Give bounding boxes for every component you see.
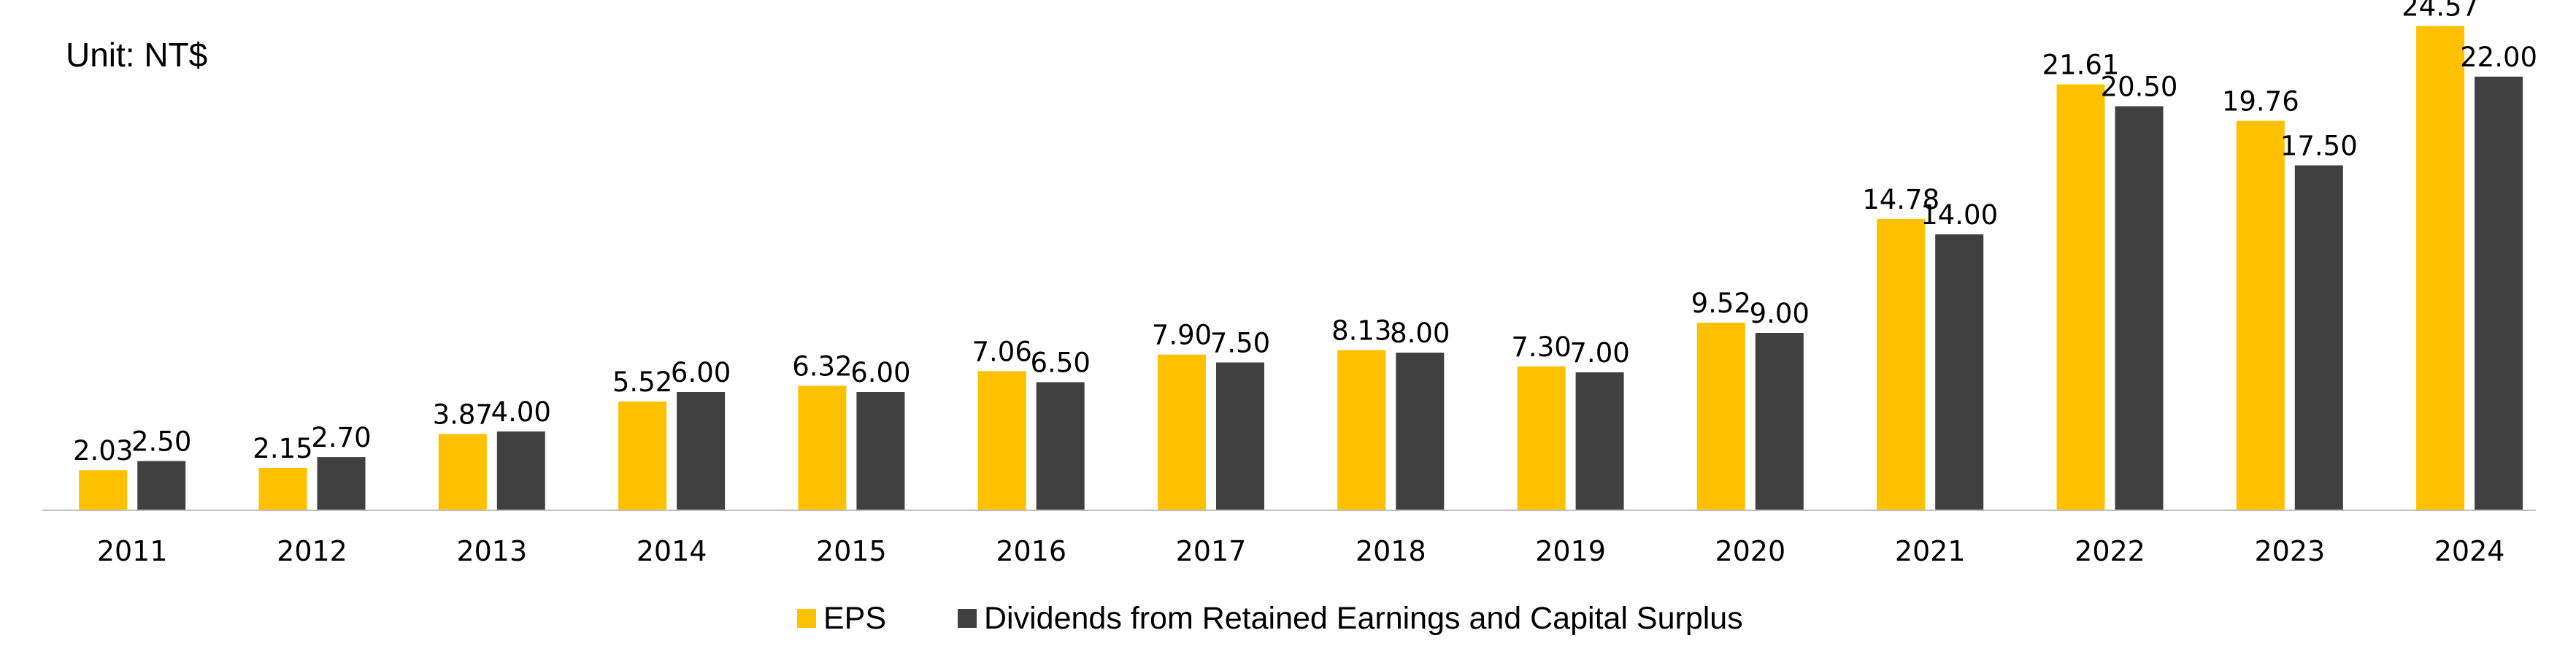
data-label-eps-2020: 9.52 <box>1691 288 1751 319</box>
x-tick-2016: 2016 <box>996 535 1066 567</box>
data-label-dividend-2019: 7.00 <box>1569 337 1629 369</box>
x-tick-2014: 2014 <box>637 535 707 567</box>
unit-label: Unit: NT$ <box>66 36 207 74</box>
bar-dividend-2024 <box>2475 77 2523 510</box>
bar-dividend-2021 <box>1935 234 1984 510</box>
bars-layer <box>79 26 2523 511</box>
bar-eps-2021 <box>1877 218 1926 510</box>
legend-label-dividends: Dividends from Retained Earnings and Cap… <box>984 601 1743 636</box>
data-label-eps-2024: 24.57 <box>2402 0 2479 23</box>
data-label-dividend-2011: 2.50 <box>131 426 191 458</box>
bar-eps-2015 <box>798 385 847 510</box>
bar-dividend-2020 <box>1755 333 1804 510</box>
bar-dividend-2013 <box>496 431 545 510</box>
bar-eps-2022 <box>2056 84 2105 510</box>
data-label-dividend-2023: 17.50 <box>2280 131 2358 162</box>
data-label-dividend-2022: 20.50 <box>2101 72 2178 103</box>
bar-dividend-2022 <box>2115 106 2164 510</box>
x-tick-2023: 2023 <box>2254 535 2325 567</box>
bar-eps-2020 <box>1696 323 1745 510</box>
legend: EPS Dividends from Retained Earnings and … <box>797 601 1743 636</box>
bar-eps-2024 <box>2416 26 2465 511</box>
bar-dividend-2014 <box>677 392 726 510</box>
bar-eps-2017 <box>1158 354 1206 510</box>
data-label-dividend-2015: 6.00 <box>850 357 910 388</box>
bar-eps-2018 <box>1337 350 1386 510</box>
data-label-eps-2012: 2.15 <box>253 433 312 464</box>
data-label-eps-2022: 21.61 <box>2042 50 2120 81</box>
x-tick-2024: 2024 <box>2434 535 2505 567</box>
data-label-eps-2021: 14.78 <box>1862 184 1939 215</box>
data-label-dividend-2018: 8.00 <box>1390 318 1450 349</box>
data-label-eps-2016: 7.06 <box>972 336 1032 367</box>
x-tick-2012: 2012 <box>277 535 347 567</box>
bar-dividend-2019 <box>1575 372 1624 510</box>
bar-dividend-2015 <box>856 392 905 510</box>
x-tick-2022: 2022 <box>2075 535 2145 567</box>
bar-dividend-2011 <box>137 461 186 510</box>
x-tick-2013: 2013 <box>456 535 527 567</box>
bar-dividend-2023 <box>2294 165 2343 510</box>
legend-swatch-dividends <box>958 609 977 628</box>
legend-label-eps: EPS <box>823 601 886 636</box>
data-label-eps-2023: 19.76 <box>2222 86 2299 118</box>
x-tick-2015: 2015 <box>816 535 887 567</box>
data-labels-layer: 2.032.50 2.152.703.874.005.526.00 6.326.00… <box>73 0 2537 467</box>
x-tick-2017: 2017 <box>1176 535 1247 567</box>
x-tick-labels: 2011 2012 2013 2014 2015 2016 2017 2018 2019 2020… <box>97 535 2505 567</box>
legend-swatch-eps <box>797 609 816 628</box>
bar-dividend-2012 <box>317 457 366 510</box>
data-label-eps-2014: 5.52 <box>612 366 672 398</box>
data-label-dividend-2017: 7.50 <box>1210 328 1270 359</box>
bar-eps-2019 <box>1517 366 1566 510</box>
x-tick-2011: 2011 <box>97 535 168 567</box>
x-tick-2018: 2018 <box>1356 535 1426 567</box>
data-label-eps-2013: 3.87 <box>433 399 493 431</box>
data-label-eps-2017: 7.90 <box>1152 320 1212 351</box>
data-label-eps-2018: 8.13 <box>1331 315 1391 347</box>
bar-dividend-2017 <box>1216 362 1264 510</box>
x-tick-2021: 2021 <box>1895 535 1966 567</box>
bar-eps-2014 <box>618 402 667 510</box>
bar-eps-2012 <box>258 468 307 510</box>
bar-eps-2023 <box>2236 120 2285 510</box>
x-tick-2020: 2020 <box>1715 535 1785 567</box>
x-tick-2019: 2019 <box>1535 535 1606 567</box>
bar-dividend-2018 <box>1396 353 1445 510</box>
bar-eps-2016 <box>977 371 1026 510</box>
data-label-dividend-2013: 4.00 <box>491 396 551 428</box>
data-label-dividend-2014: 6.00 <box>671 357 731 388</box>
data-label-dividend-2021: 14.00 <box>1921 199 1998 231</box>
data-label-eps-2011: 2.03 <box>73 435 133 467</box>
bar-eps-2011 <box>79 470 128 510</box>
data-label-eps-2019: 7.30 <box>1511 331 1571 363</box>
data-label-dividend-2020: 9.00 <box>1750 298 1810 329</box>
bar-eps-2013 <box>438 434 487 510</box>
data-label-dividend-2016: 6.50 <box>1031 348 1091 379</box>
data-label-dividend-2012: 2.70 <box>311 422 371 453</box>
data-label-dividend-2024: 22.00 <box>2460 42 2537 73</box>
data-label-eps-2015: 6.32 <box>792 350 852 382</box>
bar-dividend-2016 <box>1036 382 1085 510</box>
